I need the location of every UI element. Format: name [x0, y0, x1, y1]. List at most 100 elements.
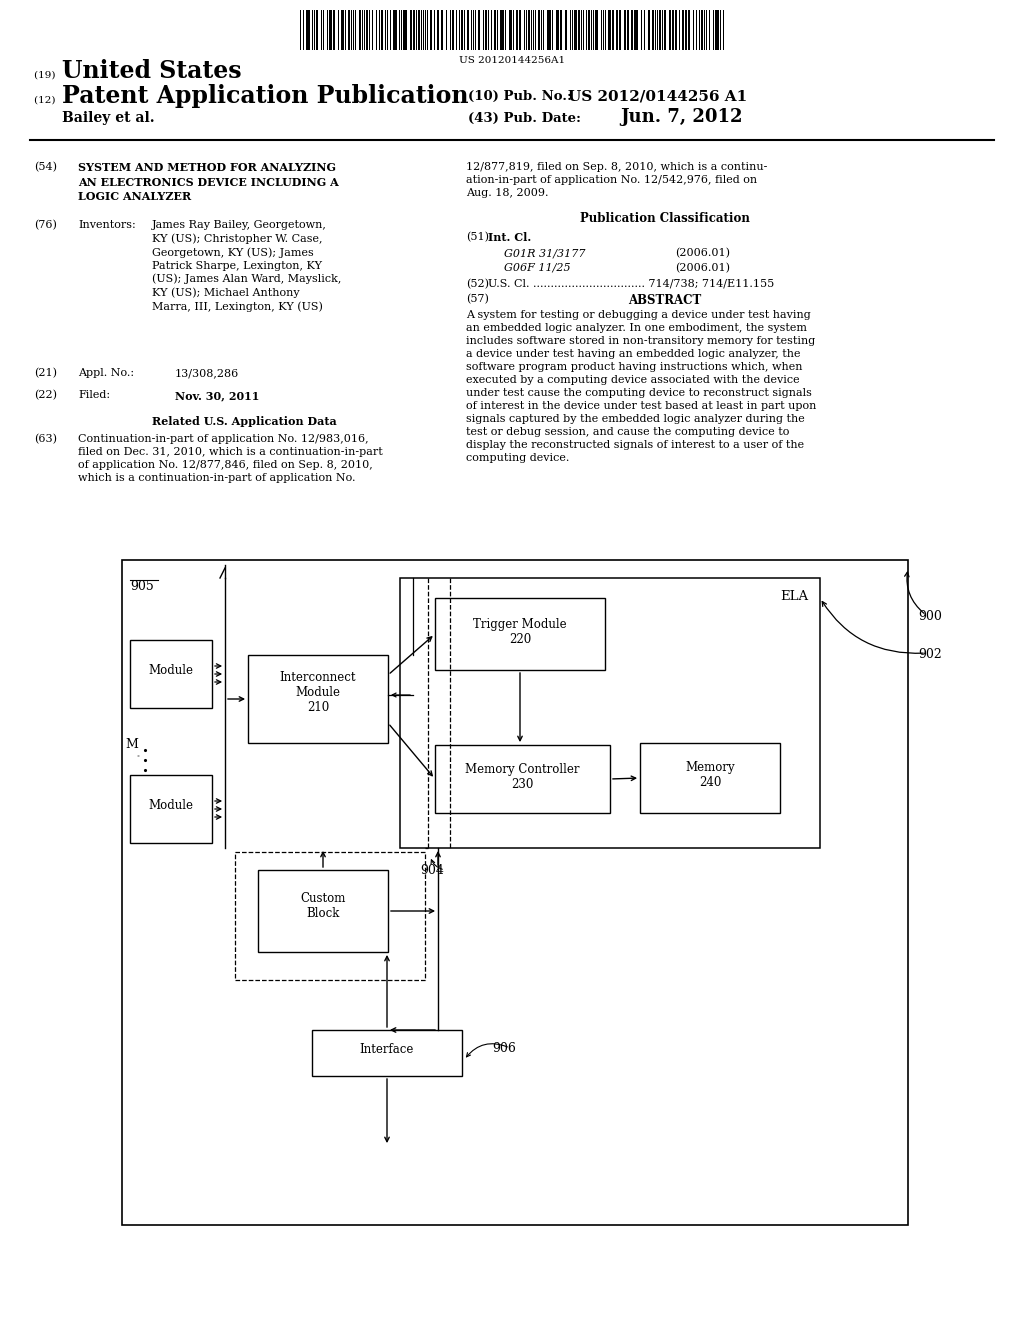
Text: (2006.01): (2006.01): [675, 248, 730, 259]
Text: U.S. Cl. ................................ 714/738; 714/E11.155: U.S. Cl. ...............................…: [488, 279, 774, 289]
Bar: [400, 578, 820, 847]
Bar: [316, 11, 318, 50]
Bar: [682, 11, 684, 50]
Bar: [685, 11, 687, 50]
Text: Int. Cl.: Int. Cl.: [488, 232, 531, 243]
Bar: [608, 11, 611, 50]
Text: (76): (76): [34, 220, 57, 230]
Text: Patent Application Publication: Patent Application Publication: [62, 84, 469, 108]
Bar: [413, 11, 415, 50]
Text: Custom
Block: Custom Block: [300, 892, 346, 920]
Text: G01R 31/3177: G01R 31/3177: [504, 248, 586, 257]
Bar: [437, 11, 439, 50]
Text: (10) Pub. No.:: (10) Pub. No.:: [468, 90, 572, 103]
Text: 12/877,819, filed on Sep. 8, 2010, which is a continu-
ation-in-part of applicat: 12/877,819, filed on Sep. 8, 2010, which…: [466, 162, 767, 198]
Text: Related U.S. Application Data: Related U.S. Application Data: [152, 416, 337, 426]
Bar: [452, 11, 454, 50]
Bar: [403, 11, 407, 50]
Text: Appl. No.:: Appl. No.:: [78, 368, 134, 378]
Bar: [631, 11, 633, 50]
Text: (21): (21): [34, 368, 57, 379]
Bar: [435, 598, 605, 671]
Bar: [494, 11, 496, 50]
Bar: [640, 743, 780, 813]
Text: US 20120144256A1: US 20120144256A1: [459, 55, 565, 65]
Text: 905: 905: [130, 579, 154, 593]
Bar: [528, 11, 530, 50]
Text: Bailey et al.: Bailey et al.: [62, 111, 155, 125]
Bar: [595, 11, 598, 50]
Text: (52): (52): [466, 279, 489, 289]
Text: (22): (22): [34, 389, 57, 400]
Bar: [467, 11, 469, 50]
Text: Module: Module: [148, 799, 194, 812]
Text: ABSTRACT: ABSTRACT: [629, 294, 701, 308]
Text: Jun. 7, 2012: Jun. 7, 2012: [620, 108, 742, 125]
Text: SYSTEM AND METHOD FOR ANALYZING
AN ELECTRONICS DEVICE INCLUDING A
LOGIC ANALYZER: SYSTEM AND METHOD FOR ANALYZING AN ELECT…: [78, 162, 339, 202]
Text: Filed:: Filed:: [78, 389, 111, 400]
Bar: [461, 11, 463, 50]
Text: (2006.01): (2006.01): [675, 263, 730, 273]
Bar: [312, 1030, 462, 1076]
Text: United States: United States: [62, 59, 242, 83]
Bar: [616, 11, 618, 50]
Bar: [664, 11, 666, 50]
Text: 900: 900: [918, 610, 942, 623]
Bar: [556, 11, 559, 50]
Bar: [578, 11, 580, 50]
Bar: [248, 655, 388, 743]
Bar: [306, 11, 310, 50]
Bar: [652, 11, 654, 50]
Bar: [715, 11, 719, 50]
Text: Trigger Module
220: Trigger Module 220: [473, 618, 567, 645]
Text: (12): (12): [34, 96, 58, 106]
Text: 13/308,286: 13/308,286: [175, 368, 240, 378]
Bar: [618, 11, 621, 50]
Text: (51): (51): [466, 232, 489, 243]
Bar: [341, 11, 344, 50]
Text: Module: Module: [148, 664, 194, 677]
Bar: [410, 11, 412, 50]
Text: A system for testing or debugging a device under test having
an embedded logic a: A system for testing or debugging a devi…: [466, 310, 816, 463]
Bar: [547, 11, 551, 50]
Bar: [560, 11, 562, 50]
Bar: [675, 11, 677, 50]
Text: Memory Controller
230: Memory Controller 230: [465, 763, 580, 791]
Text: M: M: [125, 738, 138, 751]
Bar: [624, 11, 626, 50]
Bar: [538, 11, 540, 50]
Text: (57): (57): [466, 294, 488, 305]
Text: Interface: Interface: [359, 1043, 414, 1056]
Bar: [441, 11, 443, 50]
Text: 906: 906: [492, 1041, 516, 1055]
Text: Publication Classification: Publication Classification: [580, 213, 750, 224]
Text: Nov. 30, 2011: Nov. 30, 2011: [175, 389, 259, 401]
Bar: [478, 11, 480, 50]
Bar: [333, 11, 335, 50]
Bar: [672, 11, 674, 50]
Bar: [659, 11, 662, 50]
Bar: [122, 560, 908, 1225]
Text: (63): (63): [34, 434, 57, 445]
Bar: [565, 11, 567, 50]
Bar: [485, 11, 487, 50]
Text: Memory
240: Memory 240: [685, 762, 735, 789]
Bar: [574, 11, 577, 50]
Bar: [634, 11, 638, 50]
Bar: [359, 11, 361, 50]
Bar: [516, 11, 518, 50]
Bar: [648, 11, 650, 50]
Bar: [688, 11, 690, 50]
Bar: [612, 11, 614, 50]
Text: Interconnect
Module
210: Interconnect Module 210: [280, 671, 356, 714]
Bar: [500, 11, 504, 50]
Bar: [130, 775, 212, 843]
Bar: [588, 11, 590, 50]
Bar: [509, 11, 512, 50]
Bar: [627, 11, 629, 50]
Text: G06F 11/25: G06F 11/25: [504, 263, 570, 273]
Bar: [669, 11, 671, 50]
Text: US 2012/0144256 A1: US 2012/0144256 A1: [568, 88, 748, 103]
Bar: [366, 11, 368, 50]
Text: ELA: ELA: [780, 590, 808, 603]
